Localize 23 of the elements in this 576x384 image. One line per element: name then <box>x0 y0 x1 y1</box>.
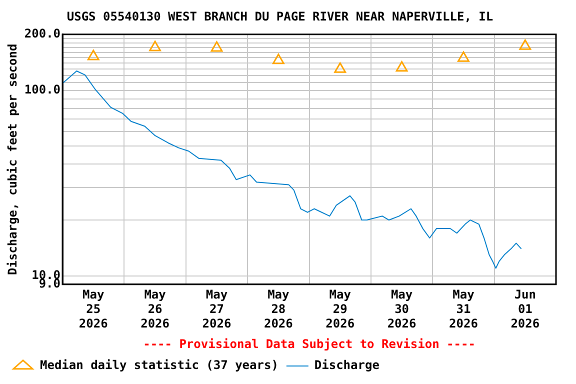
x-tick-label: Jun 01 2026 <box>510 288 540 331</box>
point <box>210 41 223 52</box>
legend-label: Discharge <box>314 358 380 372</box>
point <box>396 61 408 72</box>
x-tick-label: May 29 2026 <box>326 288 355 331</box>
y-axis-title: Discharge, cubic feet per second <box>5 44 20 275</box>
x-tick-label: May 30 2026 <box>387 288 416 331</box>
y-tick-label: 200.0 <box>24 26 61 41</box>
text: ---- Provisional Data Subject to Revision ---- <box>143 336 476 351</box>
x-tick-label: May 28 2026 <box>264 288 293 331</box>
y-tick-label: 100.0 <box>24 82 61 96</box>
point <box>149 40 161 52</box>
x-tick-label: May 31 2026 <box>449 288 478 331</box>
x-tick-label: May 26 2026 <box>140 288 170 331</box>
point <box>519 39 532 50</box>
x-tick-label: May 27 2026 <box>202 288 232 331</box>
point <box>458 51 470 62</box>
point <box>334 62 346 73</box>
point <box>87 50 100 60</box>
chart-title: USGS 05540130 WEST BRANCH DU PAGE RIVER NEAR NAPERVILLE, IL <box>66 9 494 24</box>
x-tick-label: May 25 2026 <box>78 288 108 331</box>
point <box>272 54 284 64</box>
legend-label: Median daily statistic (37 years) <box>40 358 278 372</box>
